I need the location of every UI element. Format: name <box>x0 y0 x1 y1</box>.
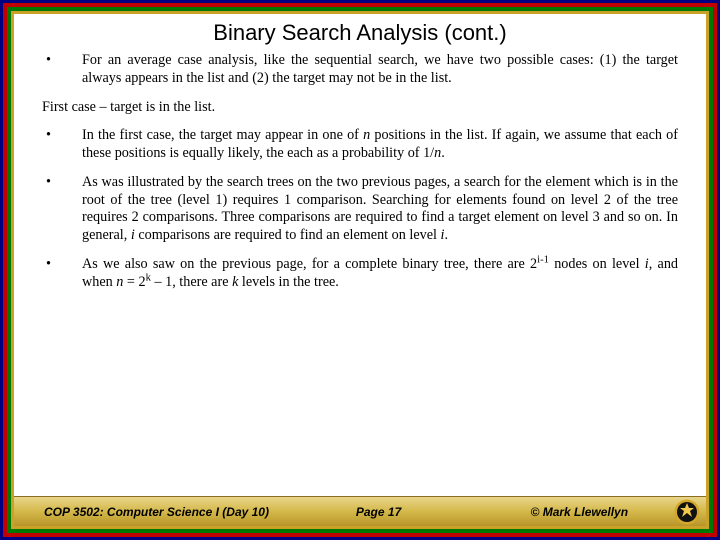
text-fragment: levels in the tree. <box>238 274 338 290</box>
text-fragment: As we also saw on the previous page, for… <box>82 256 537 272</box>
slide-body: • For an average case analysis, like the… <box>14 50 706 496</box>
frame-border-red: Binary Search Analysis (cont.) • For an … <box>3 3 717 537</box>
bullet-marker: • <box>42 127 82 163</box>
bullet-3: • As we also saw on the previous page, f… <box>42 256 678 292</box>
slide-content: Binary Search Analysis (cont.) • For an … <box>14 14 706 526</box>
superscript-i-minus-1: i-1 <box>537 254 549 265</box>
ucf-logo-icon <box>674 499 700 525</box>
text-fragment: . <box>441 145 445 161</box>
bullet-marker: • <box>42 174 82 245</box>
text-fragment: – 1, there are <box>151 274 232 290</box>
frame-border-gold: Binary Search Analysis (cont.) • For an … <box>11 11 709 529</box>
text-fragment: = 2 <box>123 274 145 290</box>
bullet-intro-text: For an average case analysis, like the s… <box>82 52 678 88</box>
bullet-marker: • <box>42 52 82 88</box>
frame-border-blue: Binary Search Analysis (cont.) • For an … <box>0 0 720 540</box>
footer-course: COP 3502: Computer Science I (Day 10) <box>26 505 293 519</box>
bullet-1: • In the first case, the target may appe… <box>42 127 678 163</box>
bullet-2-text: As was illustrated by the search trees o… <box>82 174 678 245</box>
subheading-first-case: First case – target is in the list. <box>42 99 678 117</box>
text-fragment: In the first case, the target may appear… <box>82 127 363 143</box>
text-fragment: . <box>444 227 448 243</box>
text-fragment: nodes on level <box>549 256 645 272</box>
footer-bar: COP 3502: Computer Science I (Day 10) Pa… <box>14 496 706 526</box>
frame-border-green: Binary Search Analysis (cont.) • For an … <box>7 7 713 533</box>
footer-page-number: Page 17 <box>293 505 465 519</box>
bullet-intro: • For an average case analysis, like the… <box>42 52 678 88</box>
slide-title: Binary Search Analysis (cont.) <box>14 14 706 50</box>
text-fragment: comparisons are required to find an elem… <box>135 227 441 243</box>
bullet-1-text: In the first case, the target may appear… <box>82 127 678 163</box>
bullet-2: • As was illustrated by the search trees… <box>42 174 678 245</box>
footer-copyright: © Mark Llewellyn <box>465 505 694 519</box>
bullet-3-text: As we also saw on the previous page, for… <box>82 256 678 292</box>
bullet-marker: • <box>42 256 82 292</box>
